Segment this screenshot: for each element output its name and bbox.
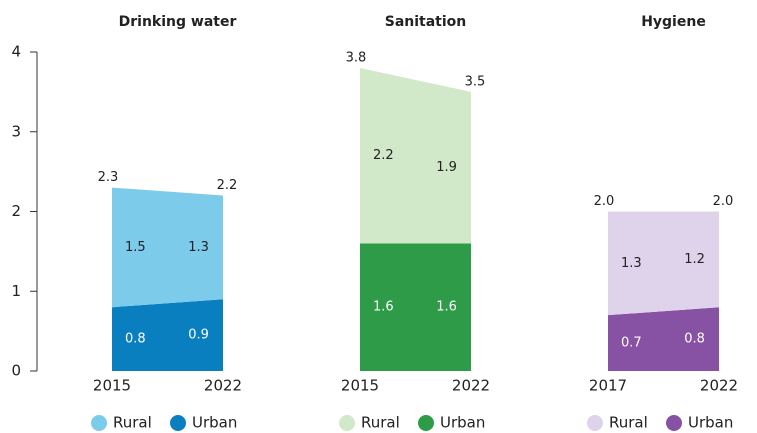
legend-label: Urban	[440, 414, 485, 432]
total-label: 2.0	[713, 194, 734, 209]
area	[112, 299, 223, 371]
x-tick-label: 2022	[204, 377, 242, 395]
value-label: 0.9	[188, 328, 209, 343]
value-label: 1.6	[436, 300, 457, 315]
total-label: 2.0	[594, 194, 615, 209]
legend-label: Urban	[688, 414, 733, 432]
value-label: 2.2	[373, 148, 394, 163]
y-tick-label: 0	[11, 362, 21, 380]
total-label: 3.5	[465, 74, 486, 89]
total-label: 3.8	[346, 50, 367, 65]
area	[360, 67, 471, 244]
y-tick-label: 2	[11, 202, 21, 220]
x-tick-label: 2017	[589, 377, 627, 395]
area	[608, 211, 719, 316]
area	[608, 307, 719, 371]
legend-swatch	[587, 415, 603, 431]
legend-swatch	[91, 415, 107, 431]
y-tick-label: 1	[11, 282, 21, 300]
total-label: 2.2	[217, 178, 238, 193]
value-label: 1.6	[373, 300, 394, 315]
area	[360, 243, 471, 371]
legend-swatch	[170, 415, 186, 431]
value-label: 1.3	[188, 240, 209, 255]
total-label: 2.3	[98, 170, 119, 185]
chart-title: Sanitation	[385, 14, 467, 30]
x-tick-label: 2022	[700, 377, 738, 395]
value-label: 1.2	[684, 252, 705, 267]
legend-label: Rural	[113, 414, 152, 432]
area	[112, 187, 223, 308]
legend-swatch	[418, 415, 434, 431]
y-tick-label: 3	[11, 122, 21, 140]
value-label: 0.8	[684, 332, 705, 347]
value-label: 1.9	[436, 160, 457, 175]
x-tick-label: 2015	[341, 377, 379, 395]
value-label: 1.5	[125, 240, 146, 255]
value-label: 1.3	[621, 256, 642, 271]
legend-label: Rural	[609, 414, 648, 432]
legend-label: Rural	[361, 414, 400, 432]
y-tick-label: 4	[11, 43, 21, 61]
chart-title: Hygiene	[641, 14, 706, 30]
legend-swatch	[339, 415, 355, 431]
x-tick-label: 2015	[93, 377, 131, 395]
legend-swatch	[666, 415, 682, 431]
value-label: 0.8	[125, 332, 146, 347]
x-tick-label: 2022	[452, 377, 490, 395]
legend-label: Urban	[192, 414, 237, 432]
value-label: 0.7	[621, 336, 642, 351]
chart-title: Drinking water	[119, 14, 237, 30]
